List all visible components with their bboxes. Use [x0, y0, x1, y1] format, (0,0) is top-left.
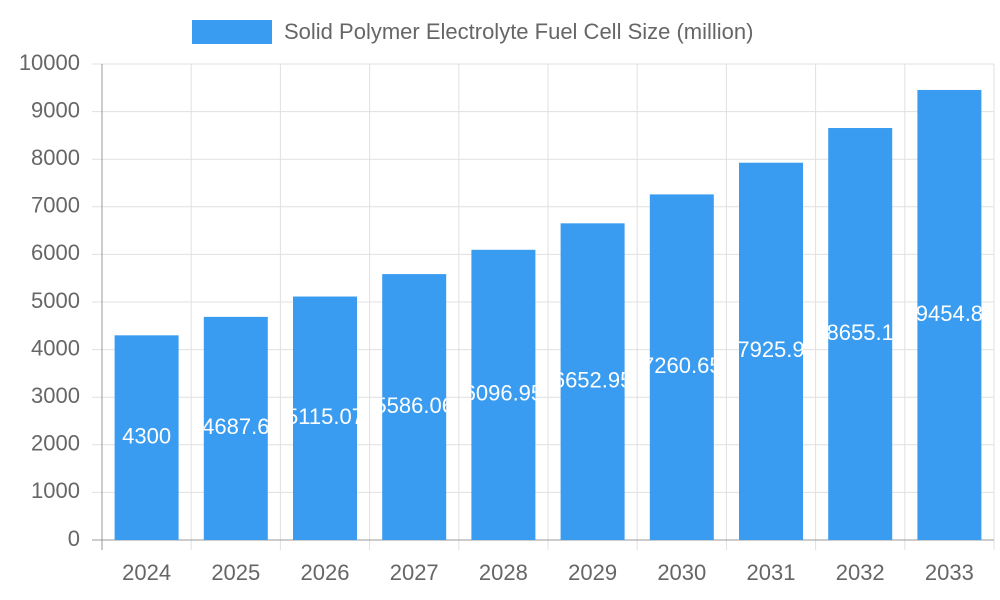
y-tick-label: 4000 — [31, 335, 80, 360]
y-tick-label: 10000 — [19, 50, 80, 75]
legend-swatch — [192, 20, 272, 44]
bar — [917, 89, 982, 540]
x-tick-label: 2029 — [568, 560, 617, 585]
bar — [293, 296, 357, 540]
y-tick-label: 7000 — [31, 193, 80, 218]
data-label: 6096.95 — [464, 381, 544, 406]
legend-label: Solid Polymer Electrolyte Fuel Cell Size… — [284, 19, 753, 44]
bar — [471, 249, 536, 540]
data-label: 6652.95 — [553, 367, 633, 392]
y-tick-label: 6000 — [31, 240, 80, 265]
x-tick-label: 2028 — [479, 560, 528, 585]
data-label: 7260.65 — [642, 353, 722, 378]
bar — [739, 162, 803, 540]
data-label: 5115.07 — [286, 404, 364, 429]
data-label: 4687.6 — [202, 414, 269, 439]
y-tick-label: 8000 — [31, 145, 80, 170]
y-tick-label: 1000 — [31, 478, 80, 503]
x-tick-label: 2027 — [390, 560, 439, 585]
data-label: 5586.06 — [374, 393, 454, 418]
data-label: 9454.8 — [916, 301, 983, 326]
bar — [114, 335, 179, 540]
x-tick-label: 2026 — [301, 560, 350, 585]
x-tick-label: 2031 — [747, 560, 796, 585]
bar — [382, 274, 447, 540]
x-tick-label: 2024 — [122, 560, 171, 585]
x-tick-label: 2032 — [836, 560, 885, 585]
bar — [828, 128, 893, 540]
bar — [203, 316, 268, 540]
x-tick-label: 2033 — [925, 560, 974, 585]
y-tick-label: 5000 — [31, 288, 80, 313]
data-label: 8655.1 — [827, 320, 894, 345]
y-tick-label: 9000 — [31, 97, 80, 122]
data-label: 4300 — [122, 423, 171, 448]
y-tick-label: 3000 — [31, 383, 80, 408]
y-tick-label: 2000 — [31, 431, 80, 456]
bar — [649, 194, 714, 540]
data-label: 7925.9 — [737, 337, 804, 362]
bar — [560, 223, 625, 540]
x-tick-label: 2025 — [211, 560, 260, 585]
x-tick-label: 2030 — [657, 560, 706, 585]
y-tick-label: 0 — [68, 526, 80, 551]
